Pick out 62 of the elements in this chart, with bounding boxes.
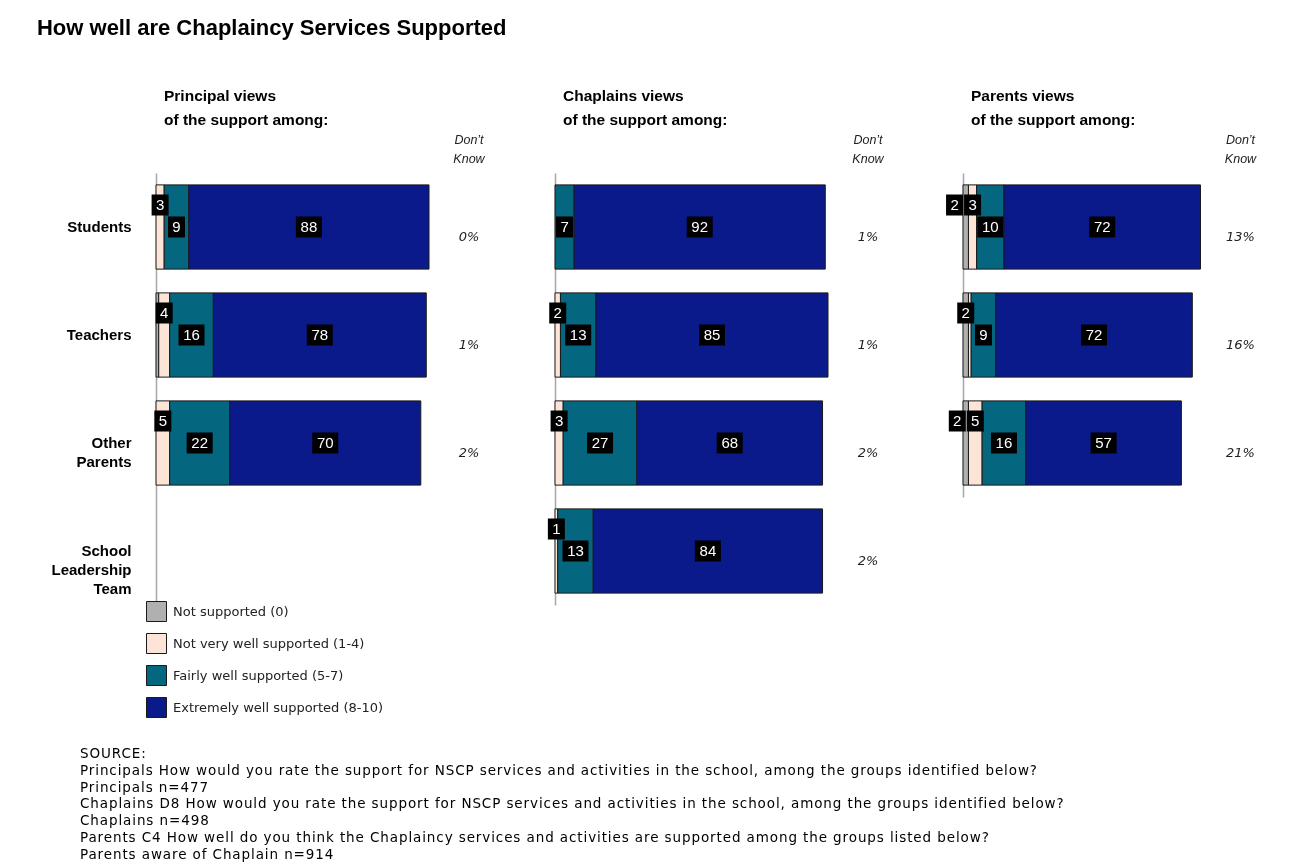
legend-label: Not supported (0) xyxy=(173,603,289,619)
text: 21% xyxy=(1226,445,1255,460)
text: Chaplains D8 How would you rate the support for NSCP services and activities in the school, among the groups identified below? xyxy=(80,795,1065,813)
text: Parents C4 How well do you think the Chaplaincy services and activities are supported among the groups listed below? xyxy=(80,828,990,846)
text: Don’t Know xyxy=(1224,133,1258,166)
data-label: 16 xyxy=(183,326,200,343)
text: 1% xyxy=(857,337,879,352)
data-label: 3 xyxy=(968,196,977,213)
y-tick-label: Teachers xyxy=(66,326,132,343)
data-label: 3 xyxy=(155,196,165,213)
data-label: 70 xyxy=(316,434,334,451)
data-label: 72 xyxy=(1085,326,1103,343)
text: 2% xyxy=(857,553,879,568)
y-tick-label: School Leadership Team xyxy=(51,542,132,597)
data-label: 68 xyxy=(721,434,739,451)
text: 0% xyxy=(458,229,480,244)
data-label: 2 xyxy=(953,412,962,429)
data-label: 5 xyxy=(158,412,167,429)
legend-label: Fairly well supported (5-7) xyxy=(173,667,344,683)
text: 16% xyxy=(1226,337,1255,352)
data-label: 27 xyxy=(591,434,609,451)
text: Principals How would you rate the support for NSCP services and activities in the school, among the groups identified below? xyxy=(80,761,1038,779)
chart-title: How well are Chaplaincy Services Supported xyxy=(36,14,507,40)
text: Don’t Know xyxy=(453,133,486,166)
legend-label: Extremely well supported (8-10) xyxy=(173,699,384,715)
text: Parents aware of Chaplain n=914 xyxy=(80,845,335,863)
data-label: 9 xyxy=(172,218,181,235)
text: 1% xyxy=(458,337,480,352)
chart-subtitle: Chaplains views of the support among: xyxy=(563,86,728,128)
data-label: 72 xyxy=(1093,218,1111,235)
data-label: 10 xyxy=(981,218,999,235)
data-label: 2 xyxy=(961,304,970,321)
data-label: 22 xyxy=(191,434,209,451)
data-label: 92 xyxy=(691,218,709,235)
data-label: 13 xyxy=(567,542,584,559)
data-label: 9 xyxy=(979,326,988,343)
data-label: 5 xyxy=(971,412,980,429)
data-label: 88 xyxy=(300,218,318,235)
data-label: 2 xyxy=(950,196,959,213)
data-label: 84 xyxy=(699,542,717,559)
data-label: 16 xyxy=(995,434,1013,451)
text: 13% xyxy=(1226,229,1255,244)
text: 2% xyxy=(857,445,879,460)
legend-label: Not very well supported (1-4) xyxy=(173,635,365,651)
data-label: 7 xyxy=(560,218,569,235)
text: Principals n=477 xyxy=(80,778,209,796)
source-note: SOURCE: xyxy=(80,745,147,762)
data-label: 78 xyxy=(311,326,329,343)
data-label: 3 xyxy=(554,412,564,429)
chart-subtitle: Principal views of the support among: xyxy=(164,86,329,128)
data-label: 1 xyxy=(552,520,561,537)
data-label: 4 xyxy=(160,304,169,321)
data-label: 2 xyxy=(553,304,562,321)
data-label: 13 xyxy=(569,326,587,343)
y-tick-label: Students xyxy=(67,218,132,235)
data-label: 57 xyxy=(1095,434,1112,451)
text: Chaplains n=498 xyxy=(80,812,210,829)
text: Don’t Know xyxy=(852,133,885,166)
text: 2% xyxy=(458,445,480,460)
text: 1% xyxy=(857,229,879,244)
chart-subtitle: Parents views of the support among: xyxy=(971,86,1136,128)
y-tick-label: Other Parents xyxy=(76,434,132,470)
